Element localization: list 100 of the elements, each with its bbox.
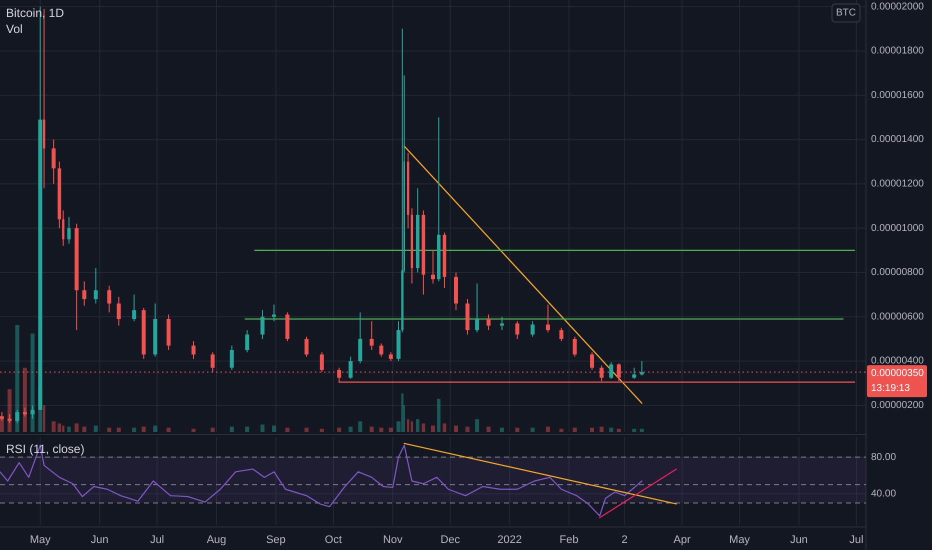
x-tick-label: Jun	[790, 534, 808, 546]
bar	[132, 428, 136, 432]
bar	[590, 428, 594, 432]
candlestick	[348, 356, 353, 380]
candlestick	[192, 340, 196, 360]
y-tick-label: 0.00001200	[871, 178, 924, 190]
currency-badge: BTC	[832, 4, 860, 22]
candlestick	[245, 330, 250, 353]
candlestick	[230, 345, 234, 370]
bar	[475, 419, 480, 432]
x-tick-label: Dec	[440, 534, 461, 546]
candlestick	[500, 316, 504, 331]
bar	[245, 426, 250, 432]
candlestick	[15, 409, 20, 424]
candlestick	[304, 336, 309, 358]
bar	[337, 428, 342, 432]
bar	[320, 428, 324, 432]
x-tick-label: Nov	[382, 534, 404, 546]
bar	[422, 423, 426, 432]
y-tick-label: 80.00	[871, 452, 896, 463]
bar	[153, 426, 158, 432]
bar	[272, 426, 276, 432]
bar	[616, 428, 621, 432]
candlestick	[609, 362, 614, 380]
bar	[94, 426, 98, 432]
bar	[609, 428, 614, 432]
bar	[230, 426, 234, 432]
bar	[500, 428, 504, 432]
x-tick-label: Jul	[150, 534, 164, 546]
y-tick-label: 0.00001600	[871, 90, 924, 101]
bar	[530, 428, 535, 432]
bar	[74, 423, 79, 432]
bar	[8, 389, 12, 432]
candlestick	[67, 216, 71, 244]
x-tick-label: Feb	[560, 534, 579, 546]
bar	[388, 428, 393, 432]
bar	[640, 428, 644, 432]
y-tick-label: 0.00002000	[871, 1, 924, 12]
candlestick	[116, 296, 121, 326]
candlestick	[515, 320, 520, 340]
x-tick-label: Aug	[206, 534, 226, 546]
bar	[431, 426, 435, 432]
x-tick-label: Jun	[90, 534, 109, 546]
line-series	[0, 444, 642, 516]
x-tick-label: May	[729, 534, 750, 546]
bar	[572, 428, 577, 432]
bar	[396, 421, 401, 432]
x-tick-label: 2	[622, 534, 628, 546]
y-tick-label: 0.00001000	[871, 222, 924, 234]
bar	[142, 426, 146, 432]
bar	[166, 428, 171, 432]
candlestick	[260, 310, 264, 340]
bar	[348, 426, 353, 432]
candlestick	[94, 268, 98, 304]
y-tick-label: 0.00000200	[871, 400, 924, 412]
bar	[437, 398, 440, 432]
candlestick	[52, 139, 56, 184]
x-tick-label: 2022	[497, 534, 522, 546]
bar	[454, 426, 458, 432]
y-tick-label: 0.00001400	[871, 134, 924, 146]
ref-line-label: 0.00000350	[871, 368, 924, 379]
bar	[358, 421, 362, 432]
bar	[304, 428, 309, 432]
candlestick	[632, 367, 636, 380]
bar	[379, 428, 384, 432]
candlestick	[475, 283, 480, 333]
bar	[546, 426, 550, 432]
bar	[67, 426, 71, 432]
bar	[370, 426, 374, 432]
bar	[58, 423, 62, 432]
bar	[632, 428, 636, 432]
bar	[22, 368, 27, 432]
x-tick-label: Oct	[324, 534, 342, 546]
bar	[30, 334, 35, 432]
bar	[0, 416, 4, 432]
candlestick	[572, 336, 577, 358]
candlestick	[82, 280, 86, 306]
bar	[192, 428, 196, 432]
candlestick	[370, 320, 374, 351]
chart-title: Vol	[6, 22, 23, 36]
bar	[52, 421, 56, 432]
annotation: BTC	[836, 8, 856, 19]
y-tick-label: 40.00	[871, 488, 896, 500]
y-tick-label: 0.00001800	[871, 46, 924, 57]
bar	[416, 419, 420, 432]
y-tick-label: 0.00000600	[871, 311, 924, 322]
x-tick-label: Sep	[266, 534, 286, 546]
bar	[82, 426, 86, 432]
candlestick	[546, 304, 550, 333]
candlestick	[30, 404, 35, 420]
bar	[260, 424, 264, 432]
candlestick	[379, 342, 384, 358]
bar	[285, 428, 290, 432]
x-tick-label: May	[30, 534, 52, 546]
y-tick-label: 0.00000400	[871, 356, 924, 367]
bar	[107, 428, 112, 432]
bar	[486, 426, 491, 432]
candlestick	[530, 320, 535, 338]
candlestick	[590, 352, 594, 370]
candlestick	[358, 312, 362, 364]
